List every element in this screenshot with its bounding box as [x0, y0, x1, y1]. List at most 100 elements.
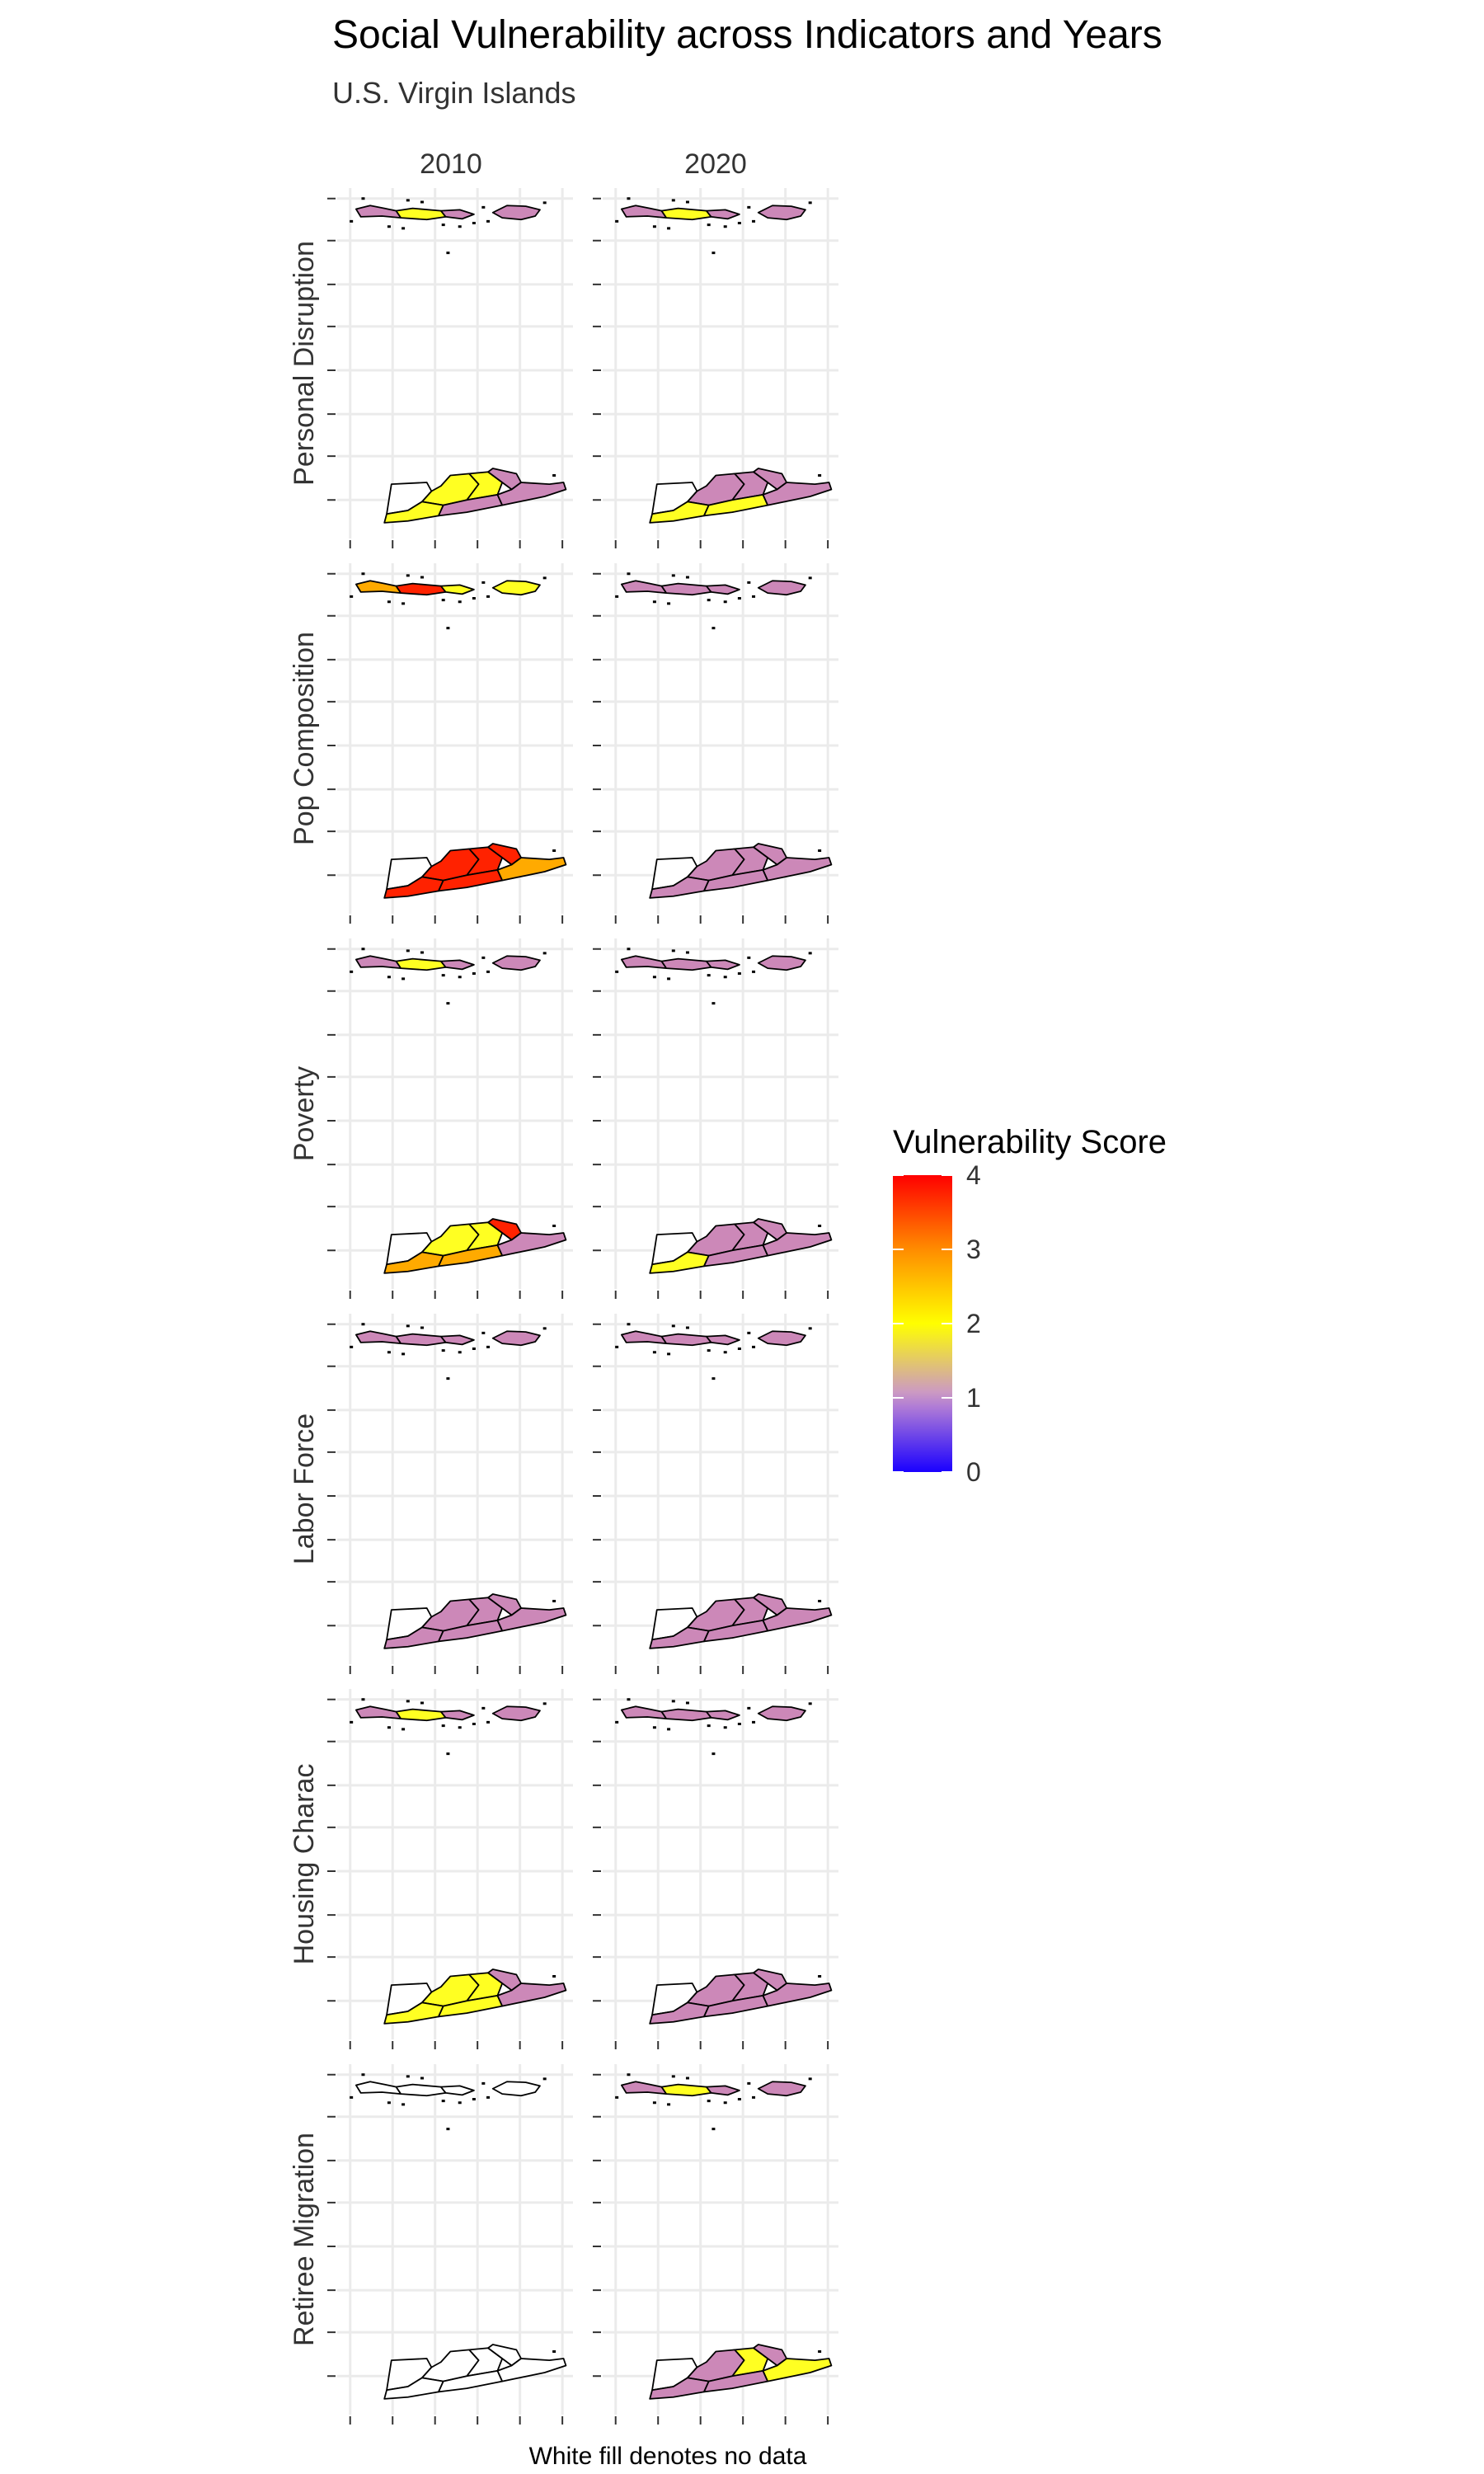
cay-speck — [402, 977, 406, 981]
st-thomas-region — [493, 205, 540, 219]
cay-speck — [472, 222, 476, 224]
st-thomas-st-john-map — [622, 2081, 805, 2095]
cay-speck — [723, 600, 727, 604]
cay-speck — [711, 1752, 716, 1756]
small-cays — [350, 948, 556, 1227]
st-croix-region — [497, 482, 566, 506]
map-panel-retiree-migration-2010 — [327, 2064, 573, 2425]
legend-tick-label: 4 — [966, 1160, 981, 1190]
cay-speck — [752, 1345, 756, 1348]
cay-speck — [420, 951, 424, 954]
cay-speck — [808, 2077, 812, 2081]
cay-speck — [406, 574, 410, 577]
st-thomas-st-john-map — [356, 1331, 540, 1345]
st-thomas-region — [707, 1710, 740, 1719]
st-croix-region — [497, 1233, 566, 1256]
cay-speck — [441, 1724, 445, 1728]
small-cays — [615, 1698, 822, 1978]
cay-speck — [685, 1326, 689, 1329]
column-header-2020: 2020 — [684, 148, 747, 180]
st-thomas-region — [662, 584, 711, 595]
map-panel-pop-composition-2010 — [327, 563, 573, 924]
cay-speck — [481, 205, 486, 209]
cay-speck — [486, 1720, 491, 1724]
cay-speck — [652, 1726, 656, 1729]
panel-axis-ticks — [593, 197, 829, 548]
st-thomas-region — [662, 1334, 711, 1346]
cay-speck — [446, 1002, 450, 1005]
legend-tick-label: 1 — [966, 1383, 981, 1413]
cay-speck — [667, 1352, 671, 1356]
cay-speck — [481, 581, 486, 584]
st-thomas-region — [622, 2081, 666, 2094]
cay-speck — [446, 252, 450, 255]
st-croix-region — [497, 1983, 566, 2006]
cay-speck — [818, 1225, 822, 1227]
cay-speck — [737, 222, 741, 224]
cay-speck — [667, 602, 671, 605]
cay-speck — [458, 600, 462, 604]
panel-gridlines — [337, 938, 573, 1289]
cay-speck — [737, 972, 741, 975]
cay-speck — [552, 1975, 556, 1978]
small-cays — [350, 197, 556, 477]
cay-speck — [402, 2103, 406, 2106]
cay-speck — [542, 201, 547, 205]
st-croix-region — [384, 2378, 444, 2399]
map-panel-housing-charac-2010 — [327, 1689, 573, 2049]
legend-tick-label: 3 — [966, 1235, 981, 1264]
cay-speck — [737, 2098, 741, 2100]
small-cays — [615, 2073, 822, 2353]
cay-speck — [542, 952, 547, 955]
cay-speck — [361, 948, 365, 951]
cay-speck — [406, 199, 410, 202]
cay-speck — [747, 205, 751, 209]
cay-speck — [627, 2073, 631, 2077]
row-label-personal-disruption: Personal Disruption — [289, 241, 320, 486]
cay-speck — [472, 972, 476, 975]
cay-speck — [387, 1726, 391, 1729]
small-cays — [615, 197, 822, 477]
legend-ticks: 4 3 2 1 0 — [893, 1160, 981, 1487]
cay-speck — [387, 976, 391, 979]
cay-speck — [627, 1698, 631, 1701]
cay-speck — [402, 1352, 406, 1356]
panel-axis-ticks — [327, 1323, 564, 1674]
cay-speck — [627, 948, 631, 951]
cay-speck — [747, 581, 751, 584]
cay-speck — [542, 1327, 547, 1330]
cay-speck — [615, 2095, 619, 2099]
row-label-poverty: Poverty — [289, 1066, 320, 1161]
st-croix-map — [384, 1594, 566, 1649]
cay-speck — [652, 976, 656, 979]
panel-axis-ticks — [327, 572, 564, 924]
st-thomas-st-john-map — [356, 1706, 540, 1720]
cay-speck — [615, 970, 619, 973]
cay-speck — [472, 1348, 476, 1350]
cay-speck — [387, 2101, 391, 2105]
cay-speck — [737, 1348, 741, 1350]
cay-speck — [818, 1975, 822, 1978]
st-thomas-region — [622, 581, 666, 593]
cay-speck — [406, 2075, 410, 2078]
cay-speck — [752, 595, 756, 598]
st-thomas-region — [662, 1710, 711, 1721]
st-thomas-st-john-map — [356, 581, 540, 595]
cay-speck — [542, 1702, 547, 1705]
cay-speck — [420, 1326, 424, 1329]
row-label-pop-composition: Pop Composition — [289, 632, 320, 845]
st-thomas-region — [662, 959, 711, 971]
cay-speck — [685, 576, 689, 579]
cay-speck — [711, 252, 716, 255]
st-croix-region — [650, 1252, 709, 1273]
st-croix-region — [763, 1233, 831, 1256]
cay-speck — [486, 970, 491, 973]
cay-speck — [350, 1345, 354, 1348]
st-thomas-region — [441, 960, 474, 969]
st-croix-map — [650, 468, 831, 523]
cay-speck — [361, 572, 365, 576]
figure-subtitle: U.S. Virgin Islands — [332, 76, 575, 110]
cay-speck — [441, 223, 445, 227]
row-label-labor-force: Labor Force — [289, 1413, 320, 1564]
